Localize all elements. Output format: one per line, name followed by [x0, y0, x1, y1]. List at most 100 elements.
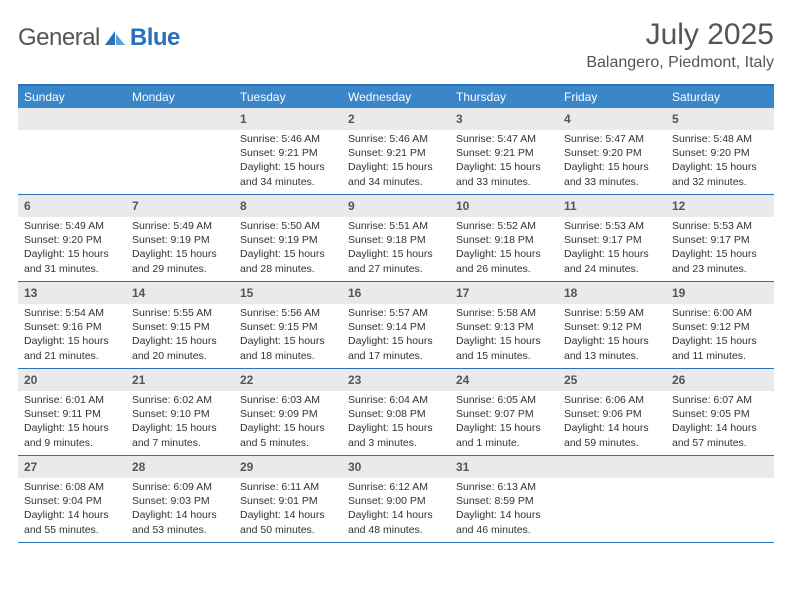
day-number: 8: [240, 199, 247, 213]
sunset-text: Sunset: 9:01 PM: [240, 494, 336, 508]
day-number: 17: [456, 286, 469, 300]
sunset-text: Sunset: 9:15 PM: [132, 320, 228, 334]
day-cell: 27Sunrise: 6:08 AMSunset: 9:04 PMDayligh…: [18, 456, 126, 542]
sunset-text: Sunset: 9:12 PM: [564, 320, 660, 334]
day-body: Sunrise: 5:58 AMSunset: 9:13 PMDaylight:…: [450, 304, 558, 367]
sunrise-text: Sunrise: 6:13 AM: [456, 480, 552, 494]
week-row: 1Sunrise: 5:46 AMSunset: 9:21 PMDaylight…: [18, 108, 774, 195]
daylight-text: Daylight: 15 hours and 26 minutes.: [456, 247, 552, 275]
daylight-text: Daylight: 15 hours and 34 minutes.: [348, 160, 444, 188]
day-number: 10: [456, 199, 469, 213]
day-cell: 17 Sunrise: 5:58 AMSunset: 9:13 PMDayligh…: [450, 282, 558, 368]
day-body: Sunrise: 5:59 AMSunset: 9:12 PMDaylight:…: [558, 304, 666, 367]
day-cell: 19Sunrise: 6:00 AMSunset: 9:12 PMDayligh…: [666, 282, 774, 368]
sunset-text: Sunset: 9:20 PM: [564, 146, 660, 160]
day-body: [18, 130, 126, 136]
day-body: Sunrise: 6:02 AMSunset: 9:10 PMDaylight:…: [126, 391, 234, 454]
day-body: Sunrise: 6:07 AMSunset: 9:05 PMDaylight:…: [666, 391, 774, 454]
sunset-text: Sunset: 9:00 PM: [348, 494, 444, 508]
day-number-row: 30: [342, 456, 450, 478]
day-body: Sunrise: 5:55 AMSunset: 9:15 PMDaylight:…: [126, 304, 234, 367]
sunrise-text: Sunrise: 5:47 AM: [564, 132, 660, 146]
day-body: Sunrise: 5:50 AMSunset: 9:19 PMDaylight:…: [234, 217, 342, 280]
daylight-text: Daylight: 15 hours and 1 minute.: [456, 421, 552, 449]
day-number-row: 14: [126, 282, 234, 304]
day-body: [558, 478, 666, 484]
day-number: 4: [564, 112, 571, 126]
dow-saturday: Saturday: [666, 86, 774, 108]
day-body: Sunrise: 5:53 AMSunset: 9:17 PMDaylight:…: [558, 217, 666, 280]
sunrise-text: Sunrise: 5:49 AM: [24, 219, 120, 233]
dow-sunday: Sunday: [18, 86, 126, 108]
day-cell: 9Sunrise: 5:51 AMSunset: 9:18 PMDaylight…: [342, 195, 450, 281]
day-cell: [126, 108, 234, 194]
day-number: 22: [240, 373, 253, 387]
day-number-row: [558, 456, 666, 478]
daylight-text: Daylight: 15 hours and 29 minutes.: [132, 247, 228, 275]
sunrise-text: Sunrise: 5:48 AM: [672, 132, 768, 146]
day-number-row: [666, 456, 774, 478]
day-number-row: 29: [234, 456, 342, 478]
day-number: [132, 112, 135, 126]
day-cell: 23Sunrise: 6:04 AMSunset: 9:08 PMDayligh…: [342, 369, 450, 455]
daylight-text: Daylight: 14 hours and 59 minutes.: [564, 421, 660, 449]
daylight-text: Daylight: 15 hours and 32 minutes.: [672, 160, 768, 188]
sunset-text: Sunset: 9:21 PM: [240, 146, 336, 160]
sunset-text: Sunset: 9:18 PM: [456, 233, 552, 247]
day-body: Sunrise: 5:48 AMSunset: 9:20 PMDaylight:…: [666, 130, 774, 193]
sunset-text: Sunset: 9:21 PM: [348, 146, 444, 160]
location: Balangero, Piedmont, Italy: [586, 54, 774, 72]
day-number: 21: [132, 373, 145, 387]
day-number-row: 27: [18, 456, 126, 478]
day-cell: 25Sunrise: 6:06 AMSunset: 9:06 PMDayligh…: [558, 369, 666, 455]
day-number: 30: [348, 460, 361, 474]
sunset-text: Sunset: 9:15 PM: [240, 320, 336, 334]
sunset-text: Sunset: 9:08 PM: [348, 407, 444, 421]
daylight-text: Daylight: 15 hours and 17 minutes.: [348, 334, 444, 362]
logo-word-2: Blue: [130, 24, 180, 52]
day-number-row: 13: [18, 282, 126, 304]
day-cell: 30Sunrise: 6:12 AMSunset: 9:00 PMDayligh…: [342, 456, 450, 542]
day-number-row: 25: [558, 369, 666, 391]
daylight-text: Daylight: 15 hours and 9 minutes.: [24, 421, 120, 449]
daylight-text: Daylight: 15 hours and 5 minutes.: [240, 421, 336, 449]
sunset-text: Sunset: 9:07 PM: [456, 407, 552, 421]
day-cell: 16Sunrise: 5:57 AMSunset: 9:14 PMDayligh…: [342, 282, 450, 368]
day-body: Sunrise: 5:49 AMSunset: 9:19 PMDaylight:…: [126, 217, 234, 280]
daylight-text: Daylight: 14 hours and 53 minutes.: [132, 508, 228, 536]
day-number-row: 21: [126, 369, 234, 391]
sunset-text: Sunset: 9:17 PM: [564, 233, 660, 247]
daylight-text: Daylight: 15 hours and 15 minutes.: [456, 334, 552, 362]
week-row: 20Sunrise: 6:01 AMSunset: 9:11 PMDayligh…: [18, 369, 774, 456]
day-cell: 5Sunrise: 5:48 AMSunset: 9:20 PMDaylight…: [666, 108, 774, 194]
day-number-row: 2: [342, 108, 450, 130]
sunrise-text: Sunrise: 6:03 AM: [240, 393, 336, 407]
daylight-text: Daylight: 15 hours and 21 minutes.: [24, 334, 120, 362]
day-body: Sunrise: 6:01 AMSunset: 9:11 PMDaylight:…: [18, 391, 126, 454]
sunrise-text: Sunrise: 5:53 AM: [672, 219, 768, 233]
sunrise-text: Sunrise: 5:54 AM: [24, 306, 120, 320]
day-number: 27: [24, 460, 37, 474]
sunrise-text: Sunrise: 6:05 AM: [456, 393, 552, 407]
sunset-text: Sunset: 8:59 PM: [456, 494, 552, 508]
sunset-text: Sunset: 9:20 PM: [24, 233, 120, 247]
day-number-row: 20: [18, 369, 126, 391]
day-number: 2: [348, 112, 355, 126]
week-row: 13Sunrise: 5:54 AMSunset: 9:16 PMDayligh…: [18, 282, 774, 369]
day-cell: 2Sunrise: 5:46 AMSunset: 9:21 PMDaylight…: [342, 108, 450, 194]
day-number-row: 17: [450, 282, 558, 304]
day-number: 29: [240, 460, 253, 474]
daylight-text: Daylight: 15 hours and 33 minutes.: [564, 160, 660, 188]
day-number-row: 19: [666, 282, 774, 304]
day-body: Sunrise: 6:09 AMSunset: 9:03 PMDaylight:…: [126, 478, 234, 541]
day-number: 9: [348, 199, 355, 213]
day-body: Sunrise: 5:47 AMSunset: 9:20 PMDaylight:…: [558, 130, 666, 193]
sunset-text: Sunset: 9:06 PM: [564, 407, 660, 421]
sunrise-text: Sunrise: 5:46 AM: [240, 132, 336, 146]
calendar: Sunday Monday Tuesday Wednesday Thursday…: [18, 84, 774, 543]
sunset-text: Sunset: 9:18 PM: [348, 233, 444, 247]
daylight-text: Daylight: 15 hours and 18 minutes.: [240, 334, 336, 362]
day-cell: 3Sunrise: 5:47 AMSunset: 9:21 PMDaylight…: [450, 108, 558, 194]
day-number-row: 5: [666, 108, 774, 130]
sunrise-text: Sunrise: 6:07 AM: [672, 393, 768, 407]
